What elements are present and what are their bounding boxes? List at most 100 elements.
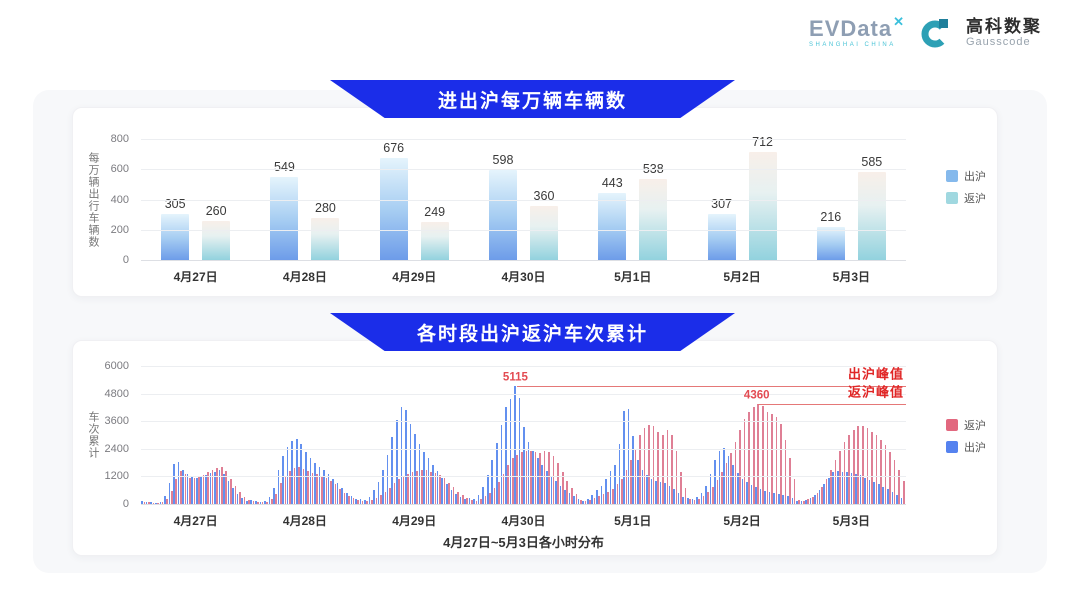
bar-out	[282, 455, 284, 504]
hour-pair	[309, 366, 314, 504]
bar-out	[696, 497, 698, 504]
hour-pair	[200, 366, 205, 504]
y-tick-label: 4800	[104, 387, 129, 400]
hour-pair	[327, 366, 332, 504]
chart2-plot: 5115 出沪峰值 4360 返沪峰值	[141, 366, 906, 505]
bar-out	[550, 476, 553, 504]
bar-ret	[821, 486, 823, 504]
hour-pair	[214, 366, 219, 504]
bar-ret	[789, 458, 791, 504]
bar-out	[459, 497, 462, 504]
bar-ret: 585	[857, 155, 886, 260]
bar-out	[264, 501, 266, 504]
hour-pair	[746, 366, 751, 504]
hour-pair	[250, 366, 255, 504]
hour-pair	[605, 366, 610, 504]
hour-pair	[436, 366, 442, 504]
hour-pair	[559, 366, 564, 504]
bar-out	[486, 475, 489, 504]
evdata-logo-subtext: SHANGHAI CHINA	[809, 42, 896, 48]
bar-out	[432, 464, 434, 504]
bar-ret	[357, 500, 359, 504]
bar-out	[896, 495, 898, 504]
bar-ret	[293, 467, 296, 504]
legend-item-返沪[interactable]: 返沪	[946, 190, 986, 206]
bar-ret	[884, 445, 887, 504]
bar-out	[773, 493, 775, 504]
bar-out	[532, 451, 534, 504]
bar-ret	[216, 468, 218, 504]
bar-ret	[802, 500, 805, 504]
bar-value-label: 538	[642, 161, 664, 176]
bar-out	[214, 471, 216, 504]
hour-pair	[586, 366, 592, 504]
bar-ret	[311, 472, 314, 504]
bar-out	[882, 486, 885, 504]
bar-out	[668, 485, 671, 504]
hour-pair	[509, 366, 514, 504]
bar-ret	[211, 469, 214, 504]
bar-ret	[671, 435, 673, 504]
hour-pair	[859, 366, 864, 504]
bar-value-label: 598	[492, 152, 514, 167]
bar-ret	[434, 472, 437, 504]
bar-out	[655, 481, 657, 504]
bar-out	[600, 485, 603, 504]
hour-pair	[532, 366, 537, 504]
x-axis-label: 5月1日	[614, 514, 652, 528]
bar-ret	[502, 474, 505, 504]
hour-pair	[159, 366, 164, 504]
bar-ret: 260	[202, 204, 231, 260]
hour-pair	[414, 366, 419, 504]
bar-ret: 712	[748, 135, 777, 260]
bar-ret	[461, 495, 464, 504]
chart2-x-labels: 4月27日 4月28日 4月29日 4月30日 5月1日 5月2日 5月3日	[141, 512, 906, 529]
bar-ret	[307, 471, 309, 504]
hour-pair	[641, 366, 646, 504]
legend-item-出沪[interactable]: 出沪	[946, 168, 986, 184]
hour-pair	[614, 366, 619, 504]
hour-pair	[232, 366, 237, 504]
bar-out	[814, 494, 816, 504]
legend-swatch	[946, 441, 958, 453]
hour-pair	[773, 366, 778, 504]
bar-value-label: 712	[752, 135, 773, 150]
hour-pair	[864, 366, 869, 504]
hour-pair	[787, 366, 792, 504]
x-axis-label: 4月27日	[173, 270, 218, 284]
legend-item-出沪[interactable]: 出沪	[946, 439, 986, 455]
hour-pair	[505, 366, 510, 504]
gridline	[141, 139, 906, 140]
gridline	[141, 366, 906, 367]
bar-ret	[584, 501, 587, 504]
chart2-title: 各时段出沪返沪车次累计	[416, 323, 648, 345]
hour-pair	[673, 366, 678, 504]
hour-pair	[823, 366, 828, 504]
bar-out	[414, 433, 416, 504]
bar-ret	[880, 439, 882, 504]
bar-out	[409, 423, 412, 504]
hour-pair	[245, 366, 251, 504]
legend-item-返沪[interactable]: 返沪	[946, 417, 986, 433]
x-axis-label: 4月29日	[392, 270, 437, 284]
hour-pair	[600, 366, 605, 504]
bar-out	[714, 460, 716, 504]
bar-ret	[420, 469, 423, 504]
bar-out	[855, 474, 857, 504]
bar-ret	[812, 496, 814, 504]
hour-pair	[395, 366, 401, 504]
bar-ret	[611, 489, 614, 504]
bar-out	[650, 478, 653, 504]
hour-pair	[432, 366, 437, 504]
bar-ret	[684, 487, 687, 504]
bar-ret	[511, 458, 514, 504]
bar-ret	[843, 441, 846, 504]
hour-pair	[518, 366, 523, 504]
bar-out	[805, 500, 807, 504]
bar-out	[400, 407, 403, 504]
hour-pair	[564, 366, 569, 504]
header-logos: EVData ✕ SHANGHAI CHINA 高科数聚 Gausscode	[809, 14, 1042, 48]
x-axis-label: 4月28日	[282, 270, 327, 284]
bar-out	[582, 500, 584, 504]
bar-ret	[689, 499, 691, 504]
